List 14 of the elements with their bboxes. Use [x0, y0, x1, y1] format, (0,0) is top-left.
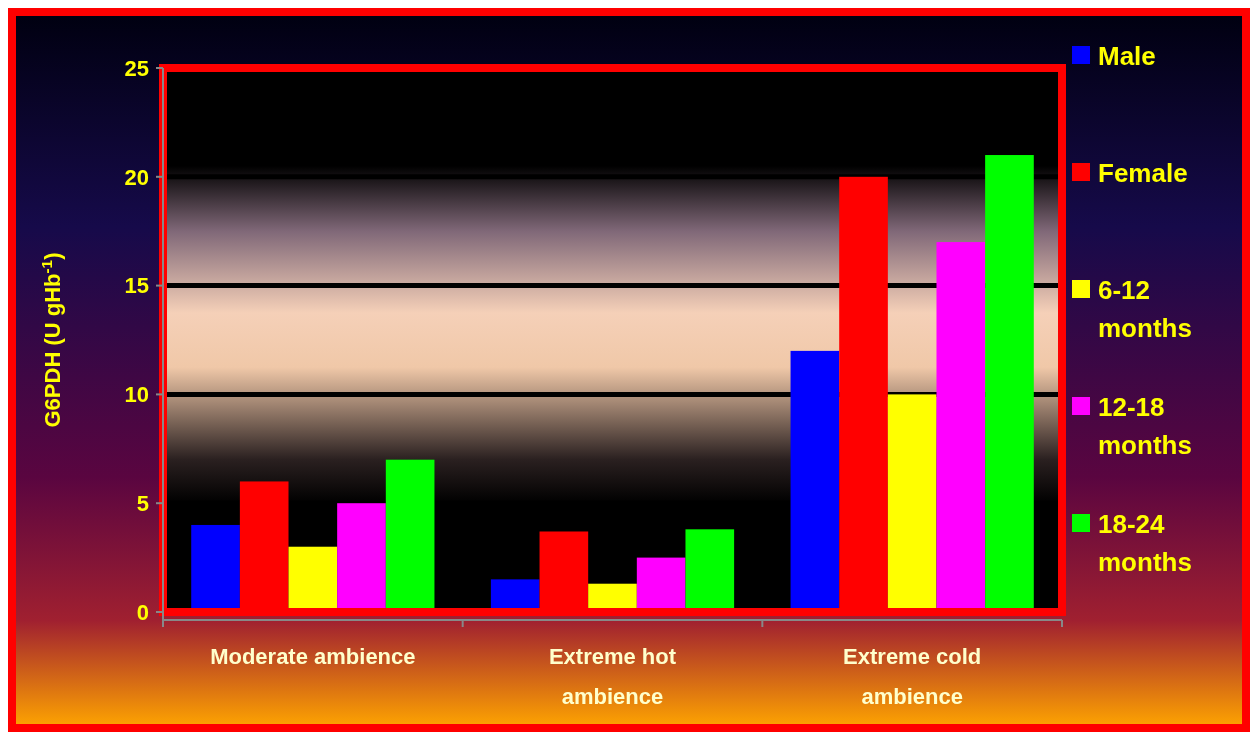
y-tick-label: 0: [136, 599, 149, 625]
y-tick-label: 20: [124, 164, 149, 190]
x-tick-label: Moderate ambience: [210, 644, 416, 669]
legend-label: Male: [1098, 41, 1156, 72]
legend-label: 18-24 months: [1098, 509, 1192, 578]
x-tick-label: Extreme hot ambience: [548, 644, 677, 709]
y-tick-label: 5: [136, 490, 149, 516]
legend-label: 6-12 months: [1098, 275, 1192, 344]
y-tick-label: 25: [124, 55, 149, 81]
y-tick-label: 15: [124, 273, 149, 299]
legend-label: Female: [1098, 158, 1188, 189]
legend-label: 12-18 months: [1098, 392, 1192, 461]
x-tick-label: Extreme cold ambience: [843, 644, 982, 709]
y-tick-label: 10: [124, 382, 149, 408]
